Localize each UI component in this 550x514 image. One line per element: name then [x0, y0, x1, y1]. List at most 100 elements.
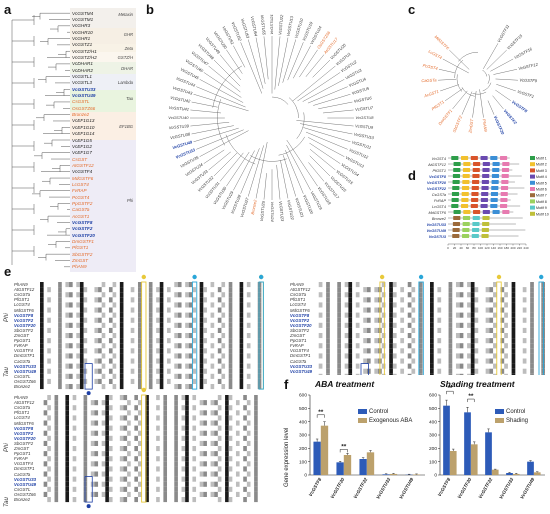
alignment-cell [40, 307, 44, 313]
alignment-cell [418, 348, 423, 354]
alignment-cell [159, 358, 164, 364]
alignment-cell [65, 476, 70, 482]
alignment-cell [326, 358, 330, 364]
alignment-cell [246, 322, 251, 328]
alignment-cell [185, 363, 189, 369]
alignment-cell [174, 491, 178, 497]
motif-block [501, 168, 510, 172]
alignment-cell [246, 440, 251, 446]
tree-c-leaf: VcGSTF11 [496, 24, 510, 43]
alignment-cell [177, 373, 182, 379]
alignment-cell [159, 378, 164, 384]
alignment-cell [430, 363, 434, 369]
tree-b-leaf: VcGSTU13 [285, 15, 294, 37]
alignment-cell [214, 491, 218, 497]
alignment-cell [148, 333, 153, 339]
alignment-cell [137, 481, 142, 487]
alignment-cell [448, 322, 453, 328]
alignment-cell [148, 287, 153, 293]
alignment-cell [167, 297, 171, 303]
alignment-cell [203, 338, 207, 344]
group-label: EF1BG [119, 124, 133, 129]
alignment-cell [239, 302, 244, 308]
chart-y-tick-label: 600 [299, 393, 307, 399]
chart-y-tick-label: 100 [429, 459, 437, 465]
alignment-cell [530, 302, 534, 308]
alignment-cell [392, 333, 397, 339]
alignment-cell [134, 415, 138, 421]
tree-c-branch [495, 78, 518, 81]
alignment-cell [185, 322, 189, 328]
alignment-cell [192, 327, 197, 333]
alignment-cell [119, 333, 124, 339]
tree-c-branch [445, 88, 463, 101]
alignment-cell [474, 287, 479, 293]
tree-b-branch [297, 72, 341, 102]
alignment-cell [94, 287, 99, 293]
alignment-cell [181, 405, 186, 411]
alignment-cell [163, 451, 168, 457]
alignment-cell [181, 425, 186, 431]
alignment-cell [101, 451, 106, 457]
alignment-cell [511, 322, 516, 328]
legend-label: Control [369, 409, 388, 415]
chart-x-tick-label: VcGSTF8 [437, 477, 452, 498]
alignment-cell [363, 358, 367, 364]
alignment-cell [119, 378, 124, 384]
alignment-cell [54, 425, 59, 431]
alignment-cell [228, 282, 233, 288]
alignment-cell [326, 287, 330, 293]
alignment-cell [137, 363, 142, 369]
alignment-cell [344, 292, 349, 298]
alignment-cell [65, 353, 70, 359]
alignment-cell [174, 343, 178, 349]
motif-row-label: VcGSTF8 [429, 175, 447, 179]
alignment-cell [366, 338, 371, 344]
alignment-cell [177, 322, 182, 328]
alignment-cell [127, 430, 131, 436]
alignment-cell [239, 338, 244, 344]
alignment-cell [430, 368, 434, 374]
sequence-name: PpGST1 [14, 451, 31, 457]
alignment-cell [522, 368, 527, 374]
alignment-cell [101, 282, 106, 288]
alignment-cell [257, 384, 262, 390]
alignment-cell [174, 333, 178, 339]
motif-block [480, 204, 488, 208]
alignment-cell [108, 287, 113, 293]
alignment-cell [167, 327, 171, 333]
tree-c-branch [495, 89, 511, 101]
alignment-cell [79, 282, 84, 288]
tree-b-branch [190, 109, 222, 114]
alignment-cell [474, 327, 479, 333]
alignment-cell [174, 384, 178, 390]
alignment-cell [470, 282, 475, 288]
significance-bracket [467, 398, 475, 403]
alignment-cell [199, 384, 204, 390]
alignment-cell [148, 343, 153, 349]
motif-block [452, 228, 460, 232]
alignment-cell [500, 317, 505, 323]
alignment-cell [389, 307, 393, 313]
alignment-cell [79, 287, 84, 293]
tree-b-branch [213, 152, 238, 177]
bar-control [485, 432, 492, 475]
alignment-cell [156, 378, 160, 384]
motif-block [490, 198, 498, 202]
alignment-cell [235, 410, 240, 416]
alignment-cell [243, 446, 247, 452]
tree-b-branch [308, 162, 325, 182]
alignment-cell [40, 317, 44, 323]
alignment-cell [254, 400, 258, 406]
alignment-cell [69, 363, 73, 369]
alignment-cell [214, 461, 218, 467]
alignment-cell [148, 302, 153, 308]
alignment-cell [123, 456, 128, 462]
panel-c: c VcGSTF11 VcGSTF15 VcGSTF16 VcGSTF12 VcGSTF… [406, 0, 550, 150]
tree-c-branch [440, 84, 459, 92]
sequence-name: VcGSTF8 [290, 312, 310, 318]
sequence-name: PhAN9 [14, 395, 28, 400]
alignment-cell [94, 307, 99, 313]
alignment-cell [470, 333, 475, 339]
alignment-cell [239, 368, 244, 374]
